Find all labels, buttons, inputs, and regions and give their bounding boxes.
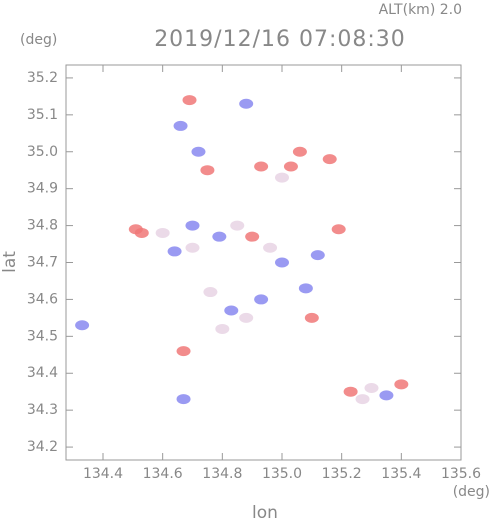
echo-point	[343, 386, 358, 397]
echo-point	[245, 231, 260, 242]
echo-point	[185, 220, 200, 231]
echo-point	[283, 161, 298, 172]
y-axis-title: lat	[0, 251, 20, 273]
y-tick-label: 34.6	[27, 291, 58, 307]
x-tick-label: 134.4	[83, 466, 123, 482]
x-axis-title: lon	[252, 503, 278, 521]
echo-point	[310, 250, 325, 261]
echo-point	[298, 283, 313, 294]
y-tick-label: 34.9	[27, 181, 58, 197]
echo-point	[331, 224, 346, 235]
echo-point	[176, 394, 191, 405]
echo-point	[215, 323, 230, 334]
y-tick-label: 34.3	[27, 402, 58, 418]
echo-point	[394, 379, 409, 390]
chart-title: 2019/12/16 07:08:30	[154, 27, 406, 52]
plot-frame	[65, 64, 462, 461]
echo-point	[274, 257, 289, 268]
x-tick-label: 134.8	[202, 466, 242, 482]
echo-point	[191, 146, 206, 157]
echo-point	[224, 305, 239, 316]
echo-point	[254, 294, 269, 305]
subtitle: ALT(km) 2.0	[379, 2, 462, 18]
echo-point	[200, 165, 215, 176]
y-tick-label: 34.7	[27, 255, 58, 271]
echo-point	[254, 161, 269, 172]
echo-point	[185, 242, 200, 253]
x-tick-label: 135.6	[441, 466, 481, 482]
x-tick-label: 135.0	[262, 466, 302, 482]
echo-point	[322, 154, 337, 165]
echo-point	[263, 242, 278, 253]
echo-point	[379, 390, 394, 401]
echo-point	[75, 320, 90, 331]
echo-point	[167, 246, 182, 257]
y-unit: (deg)	[20, 32, 57, 48]
y-tick-label: 34.5	[27, 328, 58, 344]
y-tick-label: 35.1	[27, 107, 58, 123]
x-tick-label: 134.6	[143, 466, 183, 482]
echo-point	[274, 172, 289, 183]
echo-point	[292, 146, 307, 157]
echo-point	[134, 227, 149, 238]
echo-point	[239, 98, 254, 109]
echo-point	[173, 120, 188, 131]
y-tick-label: 34.4	[27, 365, 58, 381]
echo-point	[176, 346, 191, 357]
x-unit: (deg)	[453, 484, 490, 500]
echo-point	[355, 394, 370, 405]
y-tick-label: 35.0	[27, 144, 58, 160]
echo-point	[304, 312, 319, 323]
x-tick-label: 135.4	[381, 466, 421, 482]
echo-point	[239, 312, 254, 323]
x-tick-label: 135.2	[322, 466, 362, 482]
y-tick-label: 34.2	[27, 439, 58, 455]
echo-point	[182, 95, 197, 106]
echo-point	[155, 227, 170, 238]
echo-point	[212, 231, 227, 242]
echo-point	[364, 383, 379, 394]
echo-point	[230, 220, 245, 231]
y-tick-label: 34.8	[27, 218, 58, 234]
echo-point	[203, 287, 218, 298]
y-tick-label: 35.2	[27, 70, 58, 86]
